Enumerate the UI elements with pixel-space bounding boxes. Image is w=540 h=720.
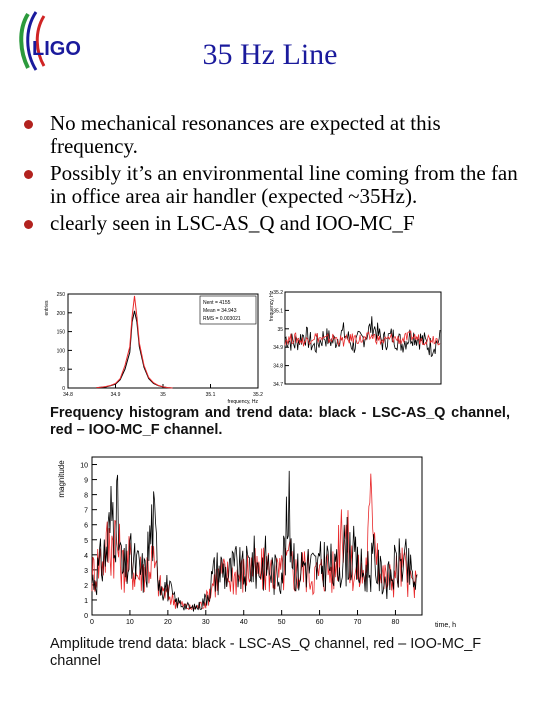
y-tick-label: 6: [84, 523, 88, 530]
y-tick-label: 250: [57, 292, 66, 298]
bullet-item: clearly seen in LSC-AS_Q and IOO-MC_F: [24, 212, 524, 235]
y-axis-label: frequency, Hz: [269, 290, 275, 321]
y-tick-label: 34.9: [273, 345, 283, 351]
y-tick-label: 150: [57, 330, 66, 336]
logo-text: LIGO: [32, 38, 81, 60]
magnitude-series: [91, 470, 418, 612]
stats-rms: RMS = 0.003021: [203, 316, 241, 322]
bullet-item: Possibly it’s an environmental line comi…: [24, 162, 524, 208]
x-tick-label: 50: [278, 619, 286, 626]
caption-top: Frequency histogram and trend data: blac…: [50, 405, 510, 438]
y-axis-label: entries: [44, 300, 50, 316]
y-tick-label: 9: [84, 478, 88, 485]
y-tick-label: 8: [84, 493, 88, 500]
bullet-dot-icon: [24, 120, 33, 129]
caption-bottom: Amplitude trend data: black - LSC-AS_Q c…: [50, 636, 482, 669]
y-tick-label: 35.2: [273, 290, 283, 296]
stats-entries: Nent = 4155: [203, 300, 231, 306]
y-tick-label: 34.7: [273, 382, 283, 388]
frequency-histogram-chart: 0 50 100 150 200 250 34.8 34.9 35 35.1 35.2frequen…: [44, 292, 263, 405]
y-tick-label: 2: [84, 583, 88, 590]
ligo-logo: LIGO: [19, 11, 81, 71]
x-tick-label: 35.2: [253, 392, 263, 398]
x-tick-label: 30: [202, 619, 210, 626]
x-tick-label: 35: [160, 392, 166, 398]
bullet-item: No mechanical resonances are expected at…: [24, 112, 524, 158]
bullet-dot-icon: [24, 220, 33, 229]
x-tick-label: 70: [354, 619, 362, 626]
x-tick-label: 80: [392, 619, 400, 626]
y-tick-label: 35.1: [273, 308, 283, 314]
x-tick-label: 34.9: [111, 392, 121, 398]
bullet-dot-icon: [24, 170, 33, 179]
x-tick-label: 0: [90, 619, 94, 626]
x-tick-label: 35.1: [206, 392, 216, 398]
y-tick-label: 3: [84, 568, 88, 575]
y-tick-label: 200: [57, 311, 66, 317]
y-tick-label: 34.8: [273, 364, 283, 370]
x-tick-label: 60: [316, 619, 324, 626]
histogram-series: [96, 295, 173, 389]
y-tick-label: 0: [84, 613, 88, 620]
x-tick-label: 10: [126, 619, 134, 626]
y-tick-label: 50: [59, 367, 65, 373]
stats-box: [199, 295, 257, 325]
x-axis-label: frequency, Hz: [228, 399, 259, 405]
y-tick-label: 10: [80, 463, 88, 470]
x-tick-label: 20: [164, 619, 172, 626]
y-axis-label: magnitude: [57, 460, 66, 498]
logo-swoosh-icon: [19, 11, 46, 71]
y-tick-label: 35: [277, 327, 283, 333]
trend-series: [284, 316, 441, 358]
slide-title: 35 Hz Line: [202, 38, 338, 71]
x-tick-label: 40: [240, 619, 248, 626]
y-tick-label: 7: [84, 508, 88, 515]
trend-series: [284, 330, 441, 347]
y-tick-label: 100: [57, 348, 66, 354]
y-tick-label: 0: [62, 386, 65, 392]
y-tick-label: 5: [84, 538, 88, 545]
x-tick-label: 34.8: [63, 392, 73, 398]
bullet-list: No mechanical resonances are expected at…: [24, 112, 524, 239]
plot-frame: [91, 456, 423, 616]
y-tick-label: 1: [84, 598, 88, 605]
x-axis-label: time, h: [435, 622, 456, 629]
y-tick-label: 4: [84, 553, 88, 560]
stats-mean: Mean = 34.943: [203, 308, 237, 314]
magnitude-trend-chart: 0 1 2 3 4 5 6 7 8 9 10 0 10 20 30 40 50 60 70 80 time, h magn…: [57, 456, 456, 629]
